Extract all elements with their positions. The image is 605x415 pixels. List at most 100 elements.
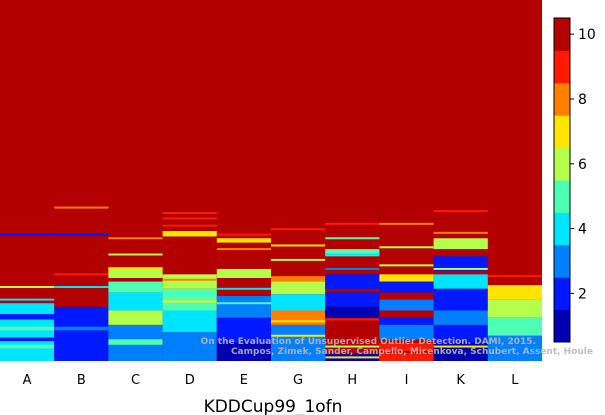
heatmap-band [108,292,163,311]
heatmap-line [487,251,542,254]
heatmap-line [325,253,380,256]
heatmap-band [379,299,434,311]
x-tick-label: C [131,373,140,388]
heatmap-band [487,317,542,336]
heatmap-column-g [271,228,326,361]
heatmap-line [271,320,326,323]
heatmap-line [433,345,488,348]
heatmap-line [54,206,109,209]
heatmap-line [54,273,109,276]
heatmap-band [271,294,326,311]
heatmap-line [162,211,217,214]
heatmap-band [0,344,55,349]
heatmap-band [216,296,271,318]
heatmap-band [162,332,217,361]
heatmap-line [162,224,217,227]
heatmap-band [162,288,217,311]
heatmap-line [487,213,542,216]
heatmap-line [108,267,163,270]
heatmap-band [487,335,542,361]
heatmap-band [54,306,109,361]
heatmap-line [162,300,217,303]
watermark-line-2: Campos, Zimek, Sander, Campello, Micenko… [231,347,593,357]
heatmap-band [108,310,163,325]
heatmap-band [0,337,55,342]
heatmap-line [216,233,271,236]
heatmap-line [379,222,434,225]
colorbar-level [554,147,570,181]
colorbar-tick-label: 6 [578,157,587,173]
heatmap-band [216,342,271,361]
heatmap-line [487,275,542,278]
colorbar-level [554,309,570,343]
x-tick-label: B [77,373,86,388]
heatmap-line [325,356,380,359]
heatmap-column-l [487,213,542,361]
heatmap-band [271,310,326,325]
heatmap-line [108,237,163,240]
heatmap-line [162,278,217,281]
heatmap-band [379,281,434,293]
heatmap-band [0,326,55,331]
heatmap-band [325,274,380,289]
x-tick-label: K [456,373,465,388]
colorbar-level [554,18,570,51]
heatmap-line [325,267,380,270]
x-tick-label: H [347,373,357,388]
heatmap-band [0,314,55,320]
heatmap-band [216,317,271,343]
colorbar-frame [553,17,571,343]
heatmap-line [108,253,163,256]
x-tick-label: L [511,373,519,388]
heatmap-line [433,231,488,234]
colorbar-level [554,50,570,84]
heatmap-line [54,233,109,236]
colorbar-tick-label: 8 [578,92,587,108]
heatmap-line [325,318,380,321]
heatmap-band [433,256,488,271]
heatmap-band [162,310,217,333]
heatmap-band [54,326,109,331]
colorbar: 2 4 6 8 10 [553,17,596,343]
heatmap-column-b [54,206,109,361]
heatmap-line [0,285,55,288]
watermark: On the Evaluation of Unsupervised Outlie… [201,337,593,357]
x-tick-label: G [293,373,303,388]
heatmap-line [271,334,326,337]
colorbar-level [554,277,570,311]
watermark-line-1: On the Evaluation of Unsupervised Outlie… [201,337,536,347]
heatmap-band [433,310,488,325]
heatmap-band [271,281,326,295]
colorbar-level [554,82,570,116]
heatmap-line [325,222,380,225]
colorbar-tick-label: 10 [578,27,596,43]
heatmap-band [433,324,488,343]
heatmap-band [325,292,380,307]
heatmap-line [379,350,434,353]
heatmap-band [271,276,326,282]
heatmap-line [162,217,217,220]
plot-area [0,0,542,361]
heatmap-line [325,345,380,348]
heatmap-line [487,313,542,316]
heatmap-band [433,288,488,311]
heatmap-band [162,274,217,289]
x-tick-label: A [23,373,32,388]
heatmap-band [325,306,380,318]
colorbar-tick-label: 2 [578,286,587,302]
x-tick-label: E [240,373,248,388]
colorbar-level [554,115,570,149]
heatmap-line [433,210,488,213]
heatmap-band [0,303,55,361]
heatmap-line [379,246,434,249]
heatmap-line [216,302,271,305]
heatmap-line [216,248,271,251]
heatmap-band [379,317,434,325]
heatmap-line [0,233,55,236]
heatmap-line [271,258,326,261]
heatmap-band [108,339,163,345]
heatmap-line [433,217,488,220]
heatmap-line [0,298,55,301]
